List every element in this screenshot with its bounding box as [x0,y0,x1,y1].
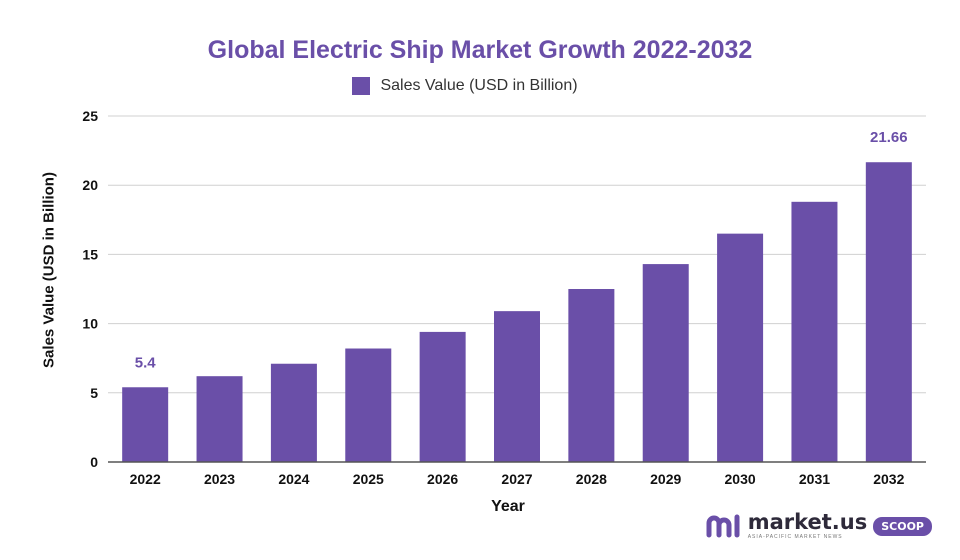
y-tick-label: 0 [90,454,98,470]
bar [122,387,169,462]
bar [270,363,317,462]
x-axis-label: Year [491,498,525,515]
x-tick-label: 2032 [873,471,904,487]
bar [196,376,243,462]
x-tick-label: 2024 [278,471,309,487]
x-tick-label: 2029 [650,471,681,487]
data-label: 21.66 [870,129,908,146]
data-label: 5.4 [135,354,157,371]
bar [791,201,838,463]
market-us-logo-icon [706,514,740,538]
legend-label: Sales Value (USD in Billion) [380,77,578,94]
y-tick-label: 25 [82,108,98,124]
chart-title: Global Electric Ship Market Growth 2022-… [207,36,753,64]
x-tick-label: 2025 [353,471,384,487]
brand-logo: market.us ASIA-PACIFIC MARKET NEWS SCOOP [706,512,932,540]
x-tick-label: 2027 [501,471,532,487]
brand-badge: SCOOP [873,516,932,536]
bar [494,311,540,462]
x-tick-label: 2028 [576,471,607,487]
bar [642,264,689,462]
brand-name: market.us [747,510,868,534]
brand-tagline: ASIA-PACIFIC MARKET NEWS [747,534,843,540]
y-tick-label: 10 [82,316,98,332]
y-tick-label: 5 [90,385,98,401]
legend: Sales Value (USD in Billion) [0,77,930,95]
bar [717,233,764,462]
bar [345,348,392,462]
x-tick-label: 2030 [725,471,756,487]
bar [865,162,912,463]
legend-swatch [352,77,371,95]
x-tick-label: 2022 [130,471,161,487]
x-tick-label: 2023 [204,471,235,487]
bar [419,331,466,462]
y-tick-label: 15 [82,246,98,262]
x-tick-label: 2026 [427,471,458,487]
bar [568,289,615,462]
x-tick-label: 2031 [799,471,830,487]
y-tick-label: 20 [82,177,98,193]
